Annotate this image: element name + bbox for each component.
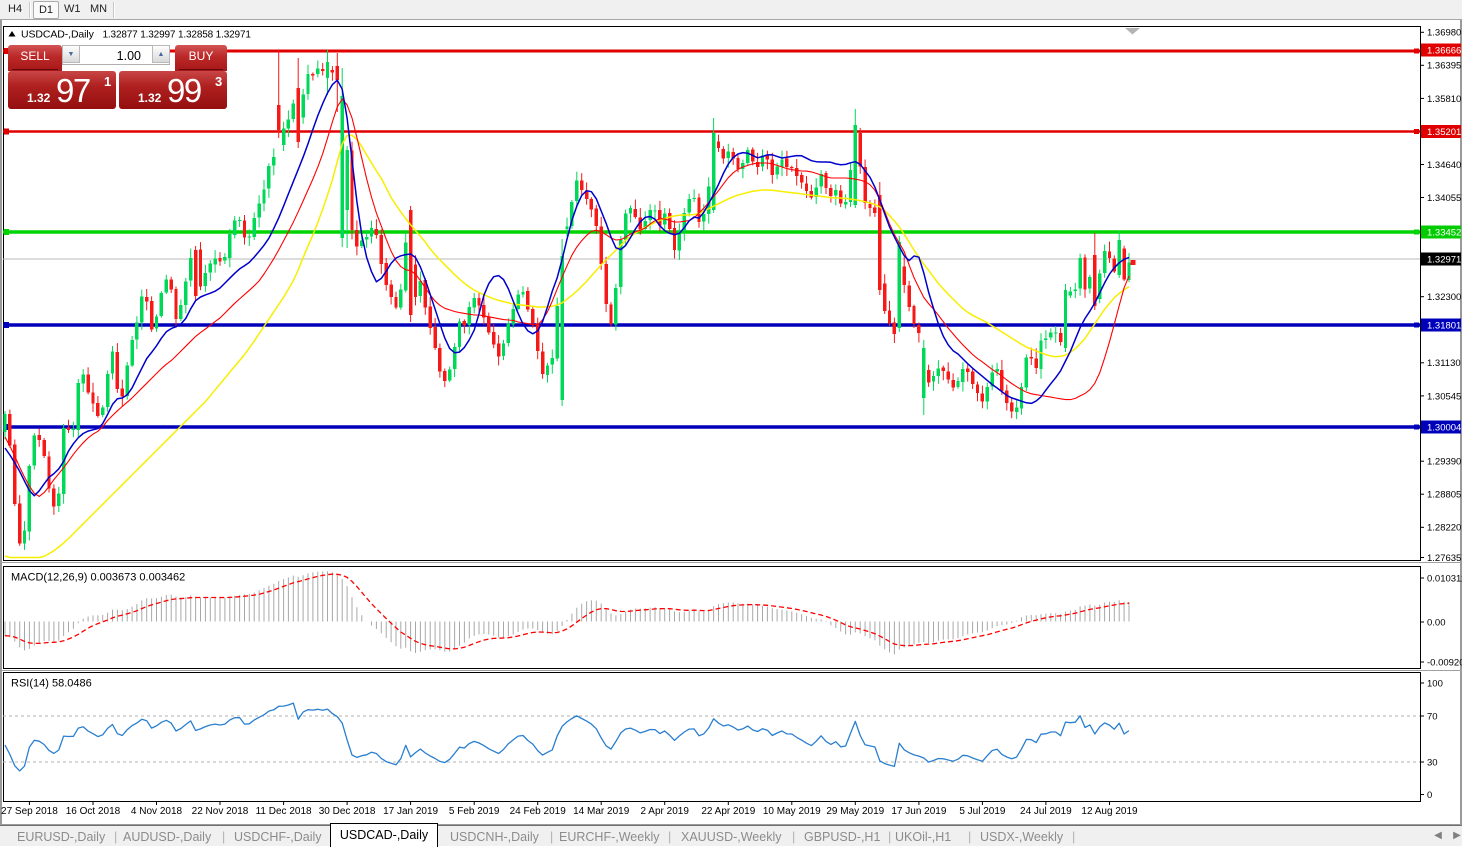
svg-text:29 May 2019: 29 May 2019	[826, 806, 884, 817]
svg-text:1.30545: 1.30545	[1427, 391, 1461, 402]
svg-text:1.32300: 1.32300	[1427, 292, 1461, 303]
svg-text:1.36980: 1.36980	[1427, 28, 1461, 39]
svg-text:10 May 2019: 10 May 2019	[763, 806, 821, 817]
svg-text:0: 0	[1427, 790, 1432, 801]
svg-text:1.27635: 1.27635	[1427, 553, 1461, 564]
svg-text:24 Feb 2019: 24 Feb 2019	[510, 806, 567, 817]
svg-text:RSI(14) 58.0486: RSI(14) 58.0486	[11, 678, 92, 690]
svg-text:1.31130: 1.31130	[1427, 358, 1461, 369]
svg-text:1.29390: 1.29390	[1427, 457, 1461, 468]
svg-text:30: 30	[1427, 757, 1438, 768]
svg-text:5 Feb 2019: 5 Feb 2019	[449, 806, 500, 817]
svg-text:22 Apr 2019: 22 Apr 2019	[701, 806, 755, 817]
svg-text:27 Sep 2018: 27 Sep 2018	[1, 806, 58, 817]
svg-text:1.32971: 1.32971	[1427, 255, 1461, 266]
svg-text:11 Dec 2018: 11 Dec 2018	[256, 806, 312, 817]
svg-text:22 Nov 2018: 22 Nov 2018	[192, 806, 249, 817]
svg-text:1.33452: 1.33452	[1427, 228, 1461, 239]
svg-text:24 Jul 2019: 24 Jul 2019	[1020, 806, 1072, 817]
svg-text:1.31801: 1.31801	[1427, 321, 1461, 332]
svg-text:17 Jun 2019: 17 Jun 2019	[891, 806, 946, 817]
svg-text:1.36395: 1.36395	[1427, 61, 1461, 72]
svg-text:MACD(12,26,9) 0.003673 0.00346: MACD(12,26,9) 0.003673 0.003462	[11, 572, 185, 584]
svg-text:1.30004: 1.30004	[1427, 423, 1461, 434]
svg-text:0.00: 0.00	[1427, 617, 1446, 628]
svg-text:-0.009203: -0.009203	[1427, 657, 1462, 668]
svg-text:1.34640: 1.34640	[1427, 160, 1461, 171]
svg-text:1.34055: 1.34055	[1427, 193, 1461, 204]
svg-text:1.32877 1.32997 1.32858 1.3297: 1.32877 1.32997 1.32858 1.32971	[103, 30, 252, 41]
svg-text:14 Mar 2019: 14 Mar 2019	[573, 806, 630, 817]
svg-text:0.010311: 0.010311	[1427, 573, 1462, 584]
svg-text:5 Jul 2019: 5 Jul 2019	[959, 806, 1006, 817]
svg-text:2 Apr 2019: 2 Apr 2019	[641, 806, 690, 817]
svg-text:1.35810: 1.35810	[1427, 94, 1461, 105]
svg-text:1.28220: 1.28220	[1427, 523, 1461, 534]
svg-text:1.36666: 1.36666	[1427, 46, 1461, 57]
svg-text:1.28805: 1.28805	[1427, 490, 1461, 501]
svg-text:16 Oct 2018: 16 Oct 2018	[66, 806, 121, 817]
svg-text:70: 70	[1427, 711, 1438, 722]
svg-text:17 Jan 2019: 17 Jan 2019	[383, 806, 438, 817]
svg-text:USDCAD-,Daily: USDCAD-,Daily	[21, 29, 95, 41]
svg-text:1.35201: 1.35201	[1427, 127, 1461, 138]
svg-text:100: 100	[1427, 678, 1443, 689]
svg-text:12 Aug 2019: 12 Aug 2019	[1081, 806, 1138, 817]
svg-text:30 Dec 2018: 30 Dec 2018	[319, 806, 376, 817]
svg-text:4 Nov 2018: 4 Nov 2018	[131, 806, 183, 817]
